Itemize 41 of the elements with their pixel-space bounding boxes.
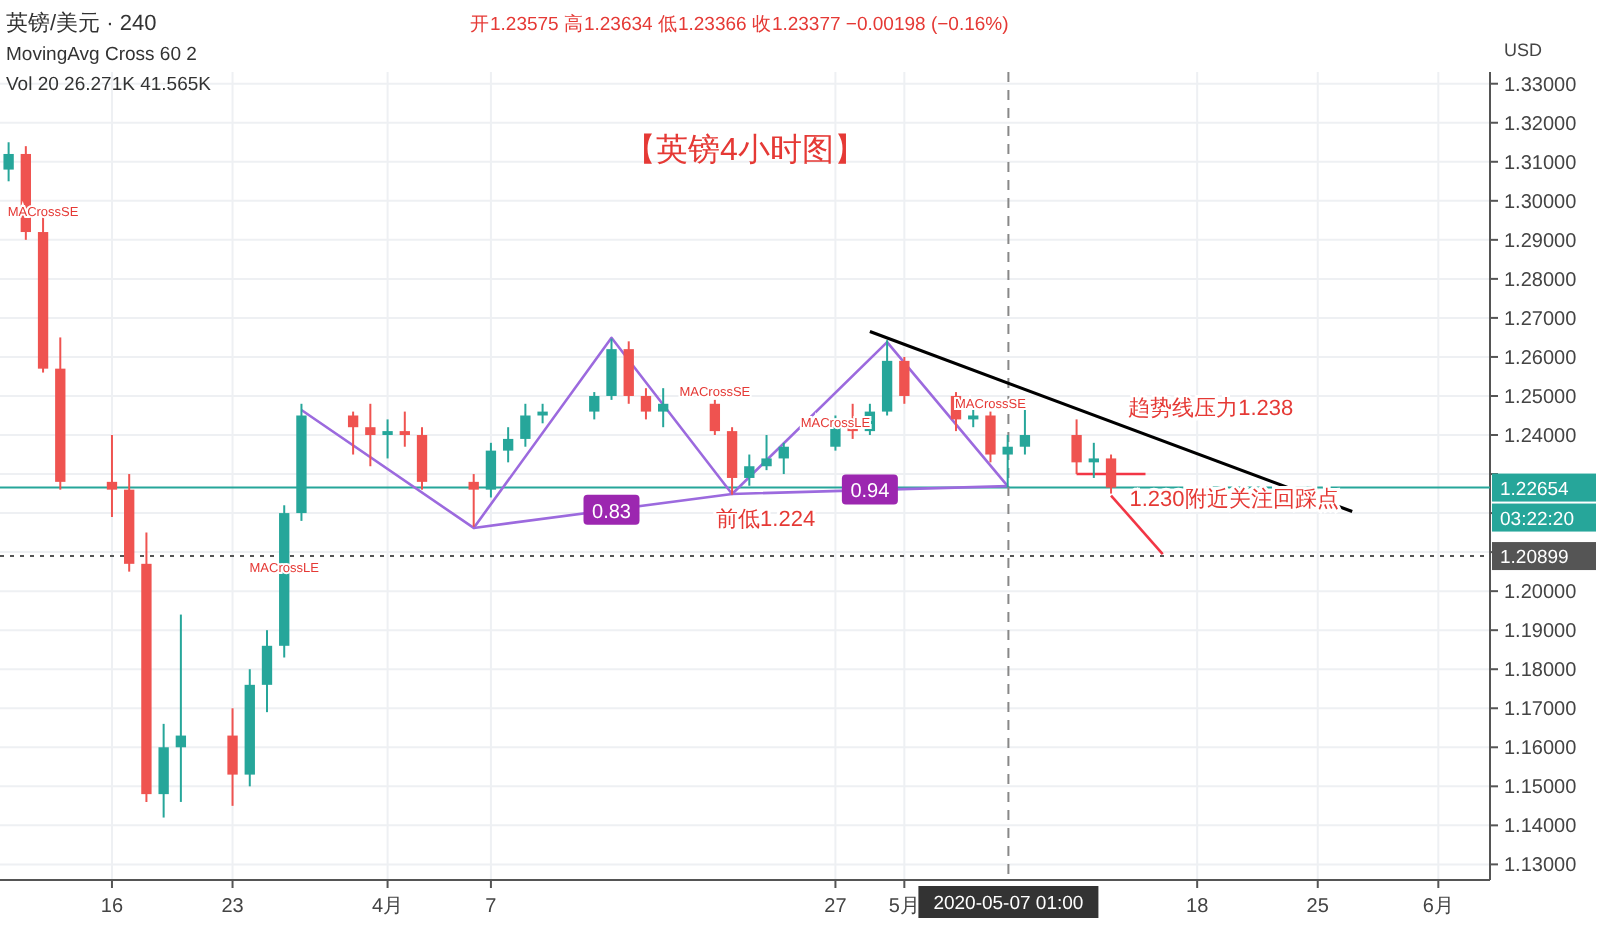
text: 【英镑4小时图】 [624, 132, 866, 168]
y-tick-label: 1.20000 [1504, 582, 1578, 605]
text: MovingAvg Cross 60 2 [6, 44, 197, 66]
y-tick-label: 1.14000 [1504, 816, 1578, 839]
x-tick-label: 18 [1186, 896, 1210, 918]
ref-line-label: 1.20899 [1500, 547, 1569, 570]
y-tick-label: 1.32000 [1504, 113, 1578, 136]
y-tick-label: 1.27000 [1504, 308, 1578, 331]
x-tick-label: 5月 [888, 896, 920, 918]
annotation: 0.94 [850, 481, 891, 504]
x-tick-label: 25 [1306, 896, 1330, 918]
y-tick-label: 1.25000 [1504, 386, 1578, 409]
annotation: Vol 20 26.271K 41.565K [6, 74, 213, 96]
x-tick-label: 6月 [1422, 896, 1454, 918]
text: 英镑/美元 · 240 [6, 10, 157, 36]
y-tick-label: 1.15000 [1504, 777, 1578, 800]
y-axis-title: USD [1504, 40, 1543, 60]
annotation: 前低1.224 [716, 507, 816, 532]
y-tick-label: 1.29000 [1504, 230, 1578, 253]
y-tick-label: 1.19000 [1504, 621, 1578, 644]
y-tick-label: 1.17000 [1504, 699, 1578, 722]
text: 03:22:20 [1500, 508, 1574, 531]
y-tick-label: 1.24000 [1504, 426, 1578, 449]
y-tick-label: 1.13000 [1504, 855, 1578, 878]
x-tick-label: 7 [485, 896, 498, 918]
x-tick-label: 27 [824, 896, 848, 918]
y-tick-label: 1.30000 [1504, 191, 1578, 214]
annotation: 趋势线压力1.238 [1128, 395, 1294, 422]
y-tick-label: 1.26000 [1504, 347, 1578, 370]
chart-subtitle: 开1.23575 高1.23634 低1.23366 收1.23377 −0.00198 (−0.16%) [470, 12, 1009, 36]
y-tick-label: 1.31000 [1504, 152, 1578, 175]
ref-line-label: 2020-05-07 01:00 [933, 893, 1084, 915]
y-tick-label: 1.16000 [1504, 738, 1578, 761]
annotation: 0.83 [592, 501, 632, 524]
y-tick-label: 1.18000 [1504, 660, 1578, 683]
y-tick-label: 1.33000 [1504, 74, 1578, 97]
ref-line-label: 1.22654 [1500, 478, 1569, 501]
y-tick-label: 1.28000 [1504, 269, 1578, 292]
x-tick-label: 4月 [372, 896, 404, 918]
x-tick-label: 16 [100, 896, 124, 918]
x-tick-label: 23 [221, 896, 245, 918]
